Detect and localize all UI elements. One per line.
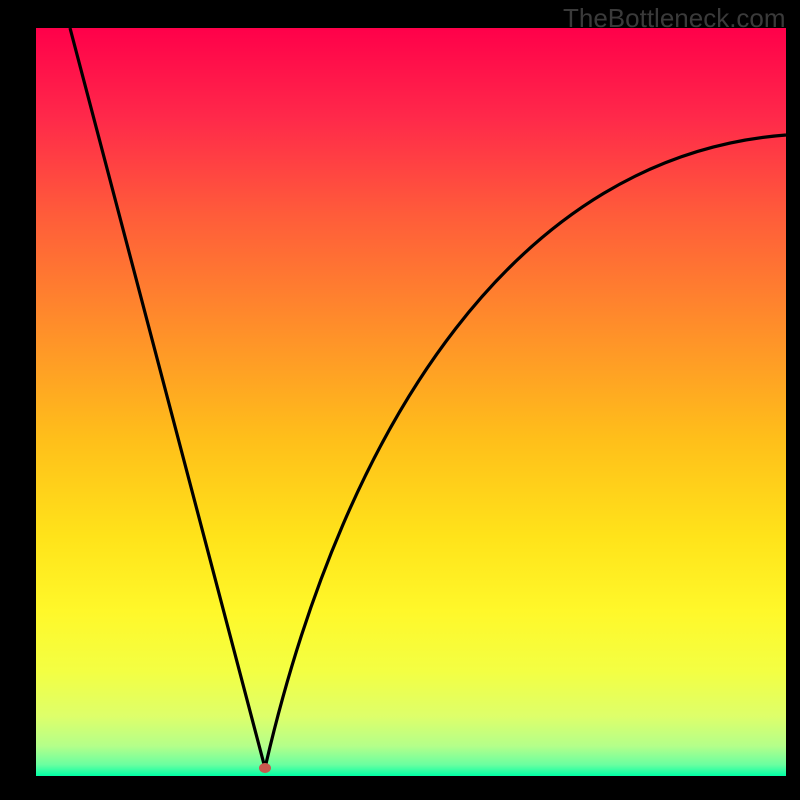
curve-layer bbox=[0, 0, 800, 800]
chart-canvas: TheBottleneck.com bbox=[0, 0, 800, 800]
watermark-text: TheBottleneck.com bbox=[563, 3, 786, 34]
curve-path bbox=[70, 28, 786, 768]
minimum-marker bbox=[259, 763, 271, 773]
